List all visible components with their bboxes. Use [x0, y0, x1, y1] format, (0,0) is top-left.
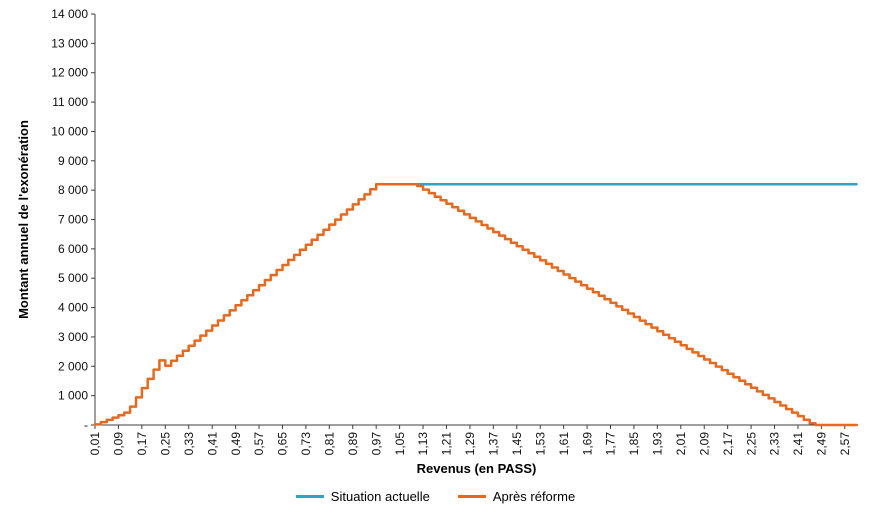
y-tick-label: 6 000 — [58, 242, 88, 256]
y-tick-label: 3 000 — [58, 330, 88, 344]
x-tick-label: 0,57 — [252, 432, 266, 456]
x-tick-label: 0,25 — [159, 432, 173, 456]
x-tick-label: 1,93 — [651, 432, 665, 456]
x-tick-label: 0,49 — [229, 432, 243, 456]
x-tick-label: 2,57 — [838, 432, 852, 456]
x-tick-label: 2,25 — [744, 432, 758, 456]
x-tick-label: 1,61 — [557, 432, 571, 456]
x-tick-label: 0,01 — [88, 432, 102, 456]
x-tick-label: 2,33 — [768, 432, 782, 456]
x-tick-label: 0,41 — [205, 432, 219, 456]
x-tick-label: 2,49 — [815, 432, 829, 456]
x-tick-label: 1,29 — [463, 432, 477, 456]
x-tick-label: 1,21 — [440, 432, 454, 456]
legend-item-apres-reforme: Après réforme — [457, 489, 576, 504]
x-tick-label: 1,45 — [510, 432, 524, 456]
x-axis-title: Revenus (en PASS) — [416, 461, 537, 476]
y-axis-title: Montant annuel de l'exonération — [16, 120, 31, 319]
y-tick-label: 11 000 — [52, 95, 88, 109]
x-tick-label: 0,97 — [369, 432, 383, 456]
y-tick-label: 8 000 — [58, 183, 88, 197]
x-tick-label: 0,17 — [135, 432, 149, 456]
x-tick-label: 1,13 — [416, 432, 430, 456]
y-tick-label: 4 000 — [58, 301, 88, 315]
legend-label-apres-reforme: Après réforme — [492, 489, 576, 504]
x-tick-label: 2,17 — [721, 432, 735, 456]
x-tick-label: 1,77 — [604, 432, 618, 456]
y-tick-label: 1 000 — [58, 389, 88, 403]
legend-swatch-0 — [295, 495, 324, 498]
y-tick-label: - — [84, 418, 88, 432]
y-tick-label: 12 000 — [51, 66, 88, 80]
x-tick-label: 0,89 — [346, 432, 360, 456]
y-tick-label: 7 000 — [58, 213, 88, 227]
y-tick-label: 10 000 — [51, 124, 88, 138]
x-tick-label: 0,81 — [323, 432, 337, 456]
x-tick-label: 0,65 — [276, 432, 290, 456]
x-tick-label: 0,33 — [182, 432, 196, 456]
x-tick-label: 2,09 — [697, 432, 711, 456]
x-tick-label: 1,05 — [393, 432, 407, 456]
series-line-1 — [93, 183, 858, 427]
y-tick-label: 2 000 — [58, 359, 88, 373]
legend: Situation actuelle Après réforme — [0, 489, 871, 504]
x-tick-label: 1,69 — [580, 432, 594, 456]
x-tick-label: 0,73 — [299, 432, 313, 456]
legend-swatch-1 — [457, 495, 486, 498]
y-tick-label: 5 000 — [58, 271, 88, 285]
y-tick-label: 9 000 — [58, 154, 88, 168]
legend-label-situation-actuelle: Situation actuelle — [330, 489, 430, 504]
x-tick-label: 1,37 — [487, 432, 501, 456]
x-tick-label: 0,09 — [112, 432, 126, 456]
legend-item-situation-actuelle: Situation actuelle — [295, 489, 430, 504]
x-tick-label: 1,53 — [533, 432, 547, 456]
y-tick-label: 14 000 — [51, 7, 88, 21]
x-tick-label: 2,01 — [674, 432, 688, 456]
x-tick-label: 1,85 — [627, 432, 641, 456]
x-tick-label: 2,41 — [791, 432, 805, 456]
y-tick-label: 13 000 — [51, 36, 88, 50]
